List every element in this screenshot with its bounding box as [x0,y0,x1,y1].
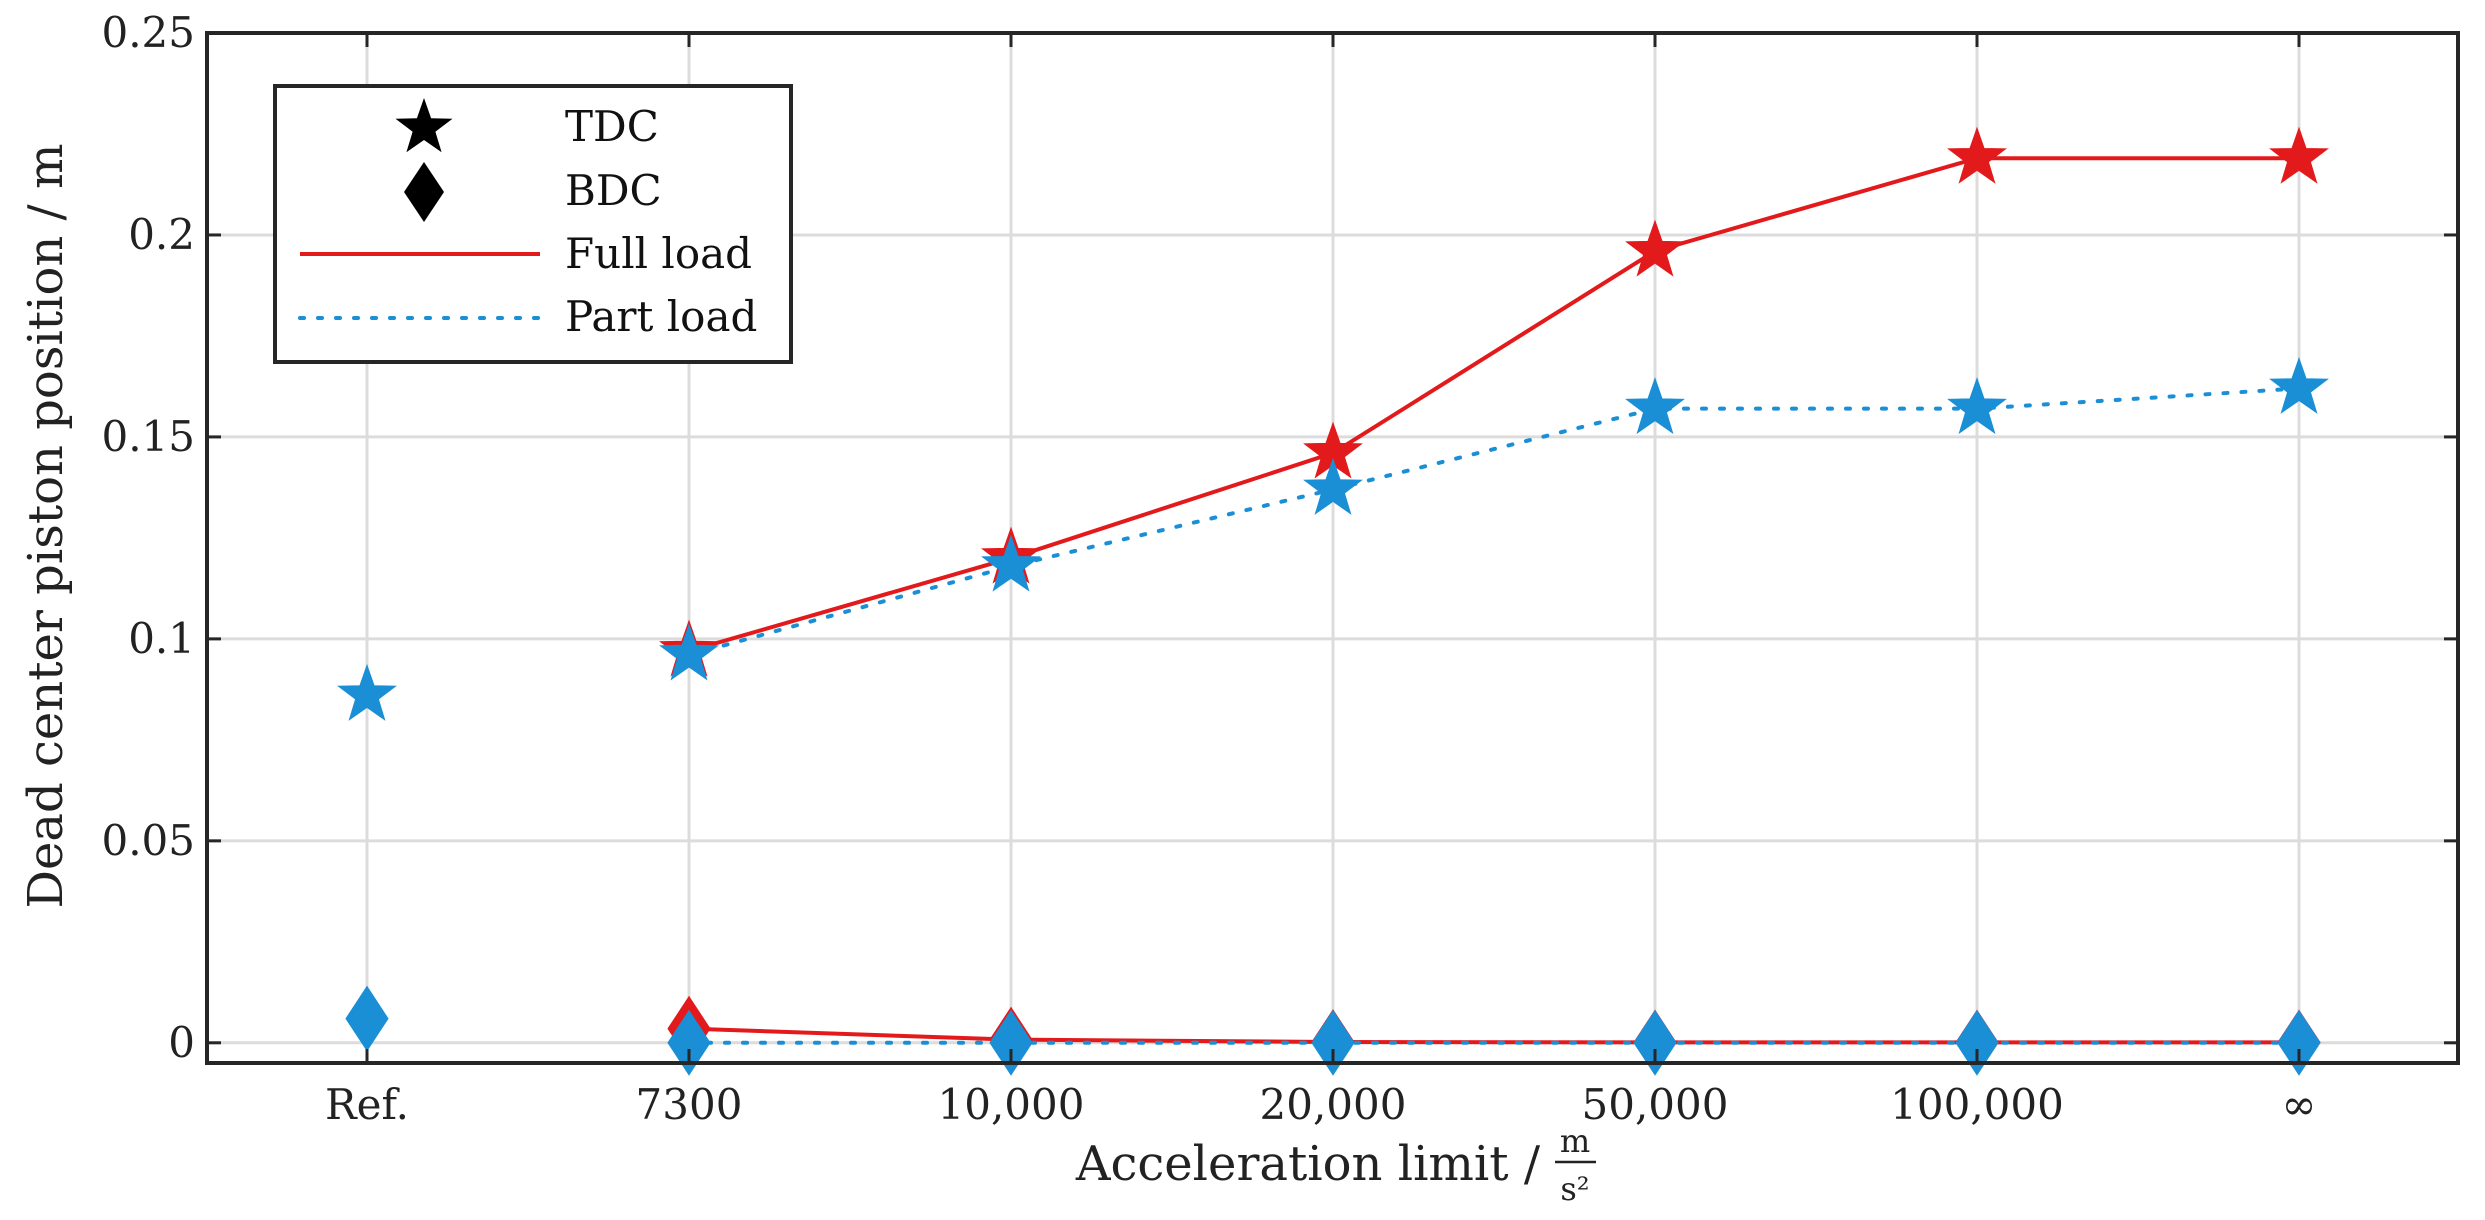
x-tick-label: Ref. [325,1080,409,1129]
legend-label-part-load: Part load [565,292,757,341]
x-axis-unit-denominator: s² [1560,1170,1589,1208]
data-point-part-bdc [1633,1009,1677,1076]
x-tick-label: 7300 [636,1080,743,1129]
y-tick-label: 0.15 [101,412,195,461]
legend-label-bdc: BDC [565,166,662,215]
x-axis-label: Acceleration limit / m s² [1075,1122,1596,1208]
legend-label-full-load: Full load [565,229,752,278]
data-point-part-tdc [1625,377,1685,435]
series-line-full-bdc [688,1026,2299,1045]
tick-layer: Ref. 7300 10,000 20,000 50,000 100,000 ∞ 0 0.05 0… [101,8,2458,1129]
data-point-part-bdc [1955,1009,1999,1076]
data-point-part-bdc [667,1009,711,1076]
legend-symbol-tdc [395,98,453,153]
legend: TDC BDC Full load Part load [273,84,793,364]
series-line-full-tdc [688,156,2299,653]
y-tick-label: 0 [168,1018,195,1067]
y-tick-label: 0.2 [128,210,195,259]
data-point-part-tdc [1947,377,2007,435]
x-tick-label: 10,000 [938,1080,1085,1129]
data-point-part-tdc [337,663,397,721]
data-point-full-tdc [1625,219,1685,277]
x-axis-unit-numerator: m [1560,1122,1590,1160]
data-point-part-tdc [981,534,1041,592]
x-tick-label: 20,000 [1260,1080,1407,1129]
y-tick-label: 0.1 [128,614,195,663]
data-point-full-tdc [1947,126,2007,184]
data-point-part-bdc [2277,1009,2321,1076]
x-axis-title: Acceleration limit / [1075,1136,1541,1192]
x-tick-label: 50,000 [1582,1080,1729,1129]
y-axis-title: Dead center piston position / m [18,144,74,909]
series-line-part-tdc [687,386,2301,658]
data-point-part-tdc [1303,457,1363,515]
y-tick-label: 0.05 [101,816,195,865]
series-layer [337,126,2329,1076]
legend-symbols [298,98,542,320]
data-point-part-bdc [989,1009,1033,1076]
data-point-part-tdc [2269,356,2329,414]
legend-label-tdc: TDC [565,102,659,151]
x-tick-label: ∞ [2282,1080,2317,1129]
legend-symbol-bdc [404,162,444,222]
y-tick-label: 0.25 [101,8,195,57]
x-tick-label: 100,000 [1890,1080,2064,1129]
legend-box [273,84,793,364]
data-point-part-tdc [659,623,719,681]
data-point-part-bdc [1311,1009,1355,1076]
y-axis-label: Dead center piston position / m [18,144,74,909]
data-point-full-tdc [2269,126,2329,184]
